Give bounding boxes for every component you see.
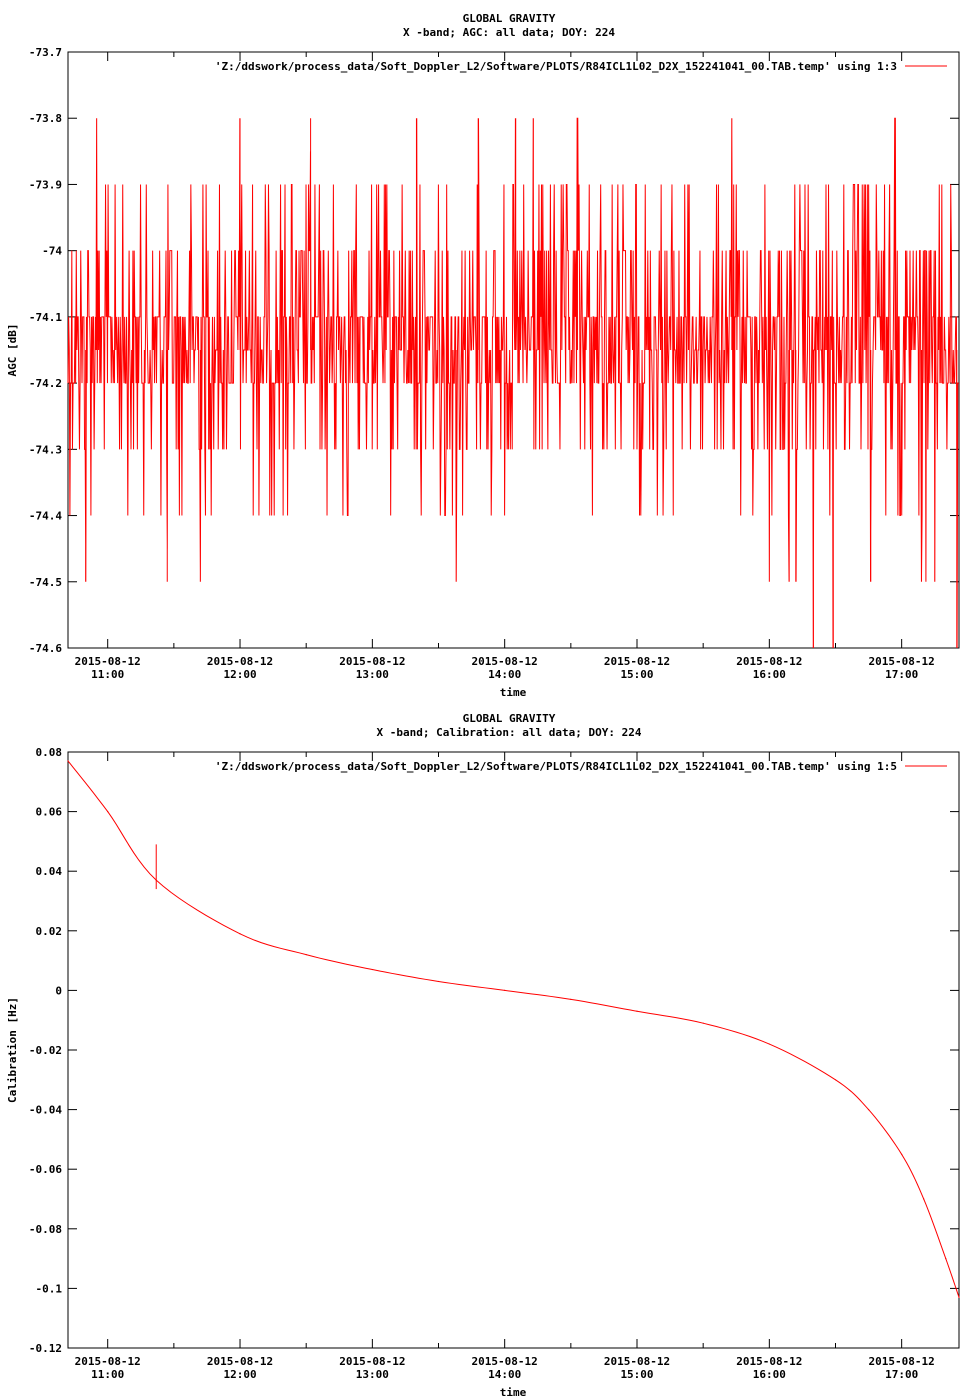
calibration-chart: GLOBAL GRAVITY X -band; Calibration: all…: [6, 712, 960, 1399]
calibration-x-tick-label: 2015-08-12: [207, 1355, 273, 1368]
calibration-chart-title: GLOBAL GRAVITY: [463, 712, 556, 725]
calibration-y-tick-label: 0.04: [36, 865, 63, 878]
calibration-series-path: [67, 760, 960, 1298]
calibration-x-tick-label: 14:00: [488, 1368, 521, 1381]
calibration-x-tick-label: 2015-08-12: [75, 1355, 141, 1368]
agc-x-ticks: 2015-08-1211:002015-08-1212:002015-08-12…: [75, 52, 935, 681]
calibration-point: [371, 968, 373, 971]
agc-y-ticks: -73.7 -73.8 -73.9 -74 -74.1 -74.2 -74.3 -74.4 -7…: [29, 46, 959, 655]
calibration-x-ticks: 2015-08-1211:002015-08-1212:002015-08-12…: [75, 752, 935, 1381]
calibration-point: [867, 1109, 870, 1111]
calibration-x-tick-label: 12:00: [223, 1368, 256, 1381]
calibration-point: [958, 1296, 960, 1298]
calibration-x-tick-label: 13:00: [356, 1368, 389, 1381]
calibration-point: [155, 879, 157, 881]
calibration-y-tick-label: -0.06: [29, 1163, 62, 1176]
calibration-series-line: [67, 760, 960, 1298]
calibration-x-tick-label: 15:00: [620, 1368, 653, 1381]
agc-x-tick-label: 2015-08-12: [604, 655, 670, 668]
agc-series-path: [67, 117, 959, 649]
calibration-point: [923, 1198, 925, 1200]
agc-x-tick-label: 11:00: [91, 668, 124, 681]
calibration-point: [945, 1258, 947, 1260]
agc-x-tick-label: 16:00: [753, 668, 786, 681]
agc-y-tick-label: -74: [42, 245, 62, 258]
calibration-y-axis-label: Calibration [Hz]: [6, 997, 19, 1103]
agc-y-axis-label: AGC [dB]: [6, 324, 19, 377]
calibration-point: [702, 1022, 704, 1024]
calibration-plot-frame: [67, 751, 960, 1349]
agc-x-tick-label: 2015-08-12: [472, 655, 538, 668]
calibration-point: [67, 760, 69, 762]
agc-y-tick-label: -74.1: [29, 311, 62, 324]
calibration-y-tick-label: -0.04: [29, 1104, 62, 1117]
agc-chart: GLOBAL GRAVITY X -band; AGC: all data; D…: [6, 12, 960, 699]
calibration-y-tick-label: 0: [55, 984, 62, 997]
calibration-x-tick-label: 2015-08-12: [604, 1355, 670, 1368]
calibration-point: [570, 998, 572, 1000]
agc-x-tick-label: 13:00: [356, 668, 389, 681]
calibration-point: [107, 811, 109, 813]
calibration-x-tick-label: 2015-08-12: [736, 1355, 802, 1368]
calibration-point: [504, 989, 506, 992]
agc-x-tick-label: 2015-08-12: [736, 655, 802, 668]
agc-legend-label: 'Z:/ddswork/process_data/Soft_Doppler_L2…: [215, 60, 897, 73]
calibration-y-ticks: 0.08 0.06 0.04 0.02 0 -0.02 -0.04 -0.06 -0.08 -0.…: [29, 746, 959, 1355]
agc-y-tick-label: -73.9: [29, 178, 62, 191]
agc-x-tick-label: 2015-08-12: [207, 655, 273, 668]
calibration-x-tick-label: 2015-08-12: [869, 1355, 935, 1368]
calibration-y-tick-label: 0.02: [36, 925, 63, 938]
calibration-x-tick-label: 11:00: [91, 1368, 124, 1381]
agc-x-tick-label: 17:00: [885, 668, 918, 681]
agc-y-tick-label: -73.7: [29, 46, 62, 59]
calibration-point: [834, 1079, 837, 1081]
calibration-legend: 'Z:/ddswork/process_data/Soft_Doppler_L2…: [215, 760, 947, 773]
calibration-x-tick-label: 2015-08-12: [472, 1355, 538, 1368]
calibration-point: [305, 954, 307, 956]
agc-y-tick-label: -74.2: [29, 377, 62, 390]
calibration-x-axis-label: time: [500, 1386, 527, 1399]
calibration-y-tick-label: -0.1: [36, 1282, 63, 1295]
calibration-x-tick-label: 16:00: [753, 1368, 786, 1381]
agc-x-tick-label: 14:00: [488, 668, 521, 681]
agc-x-tick-label: 2015-08-12: [869, 655, 935, 668]
calibration-point: [437, 980, 440, 983]
agc-y-tick-label: -74.4: [29, 510, 62, 523]
agc-x-tick-label: 15:00: [620, 668, 653, 681]
agc-y-tick-label: -74.3: [29, 443, 62, 456]
calibration-point: [768, 1043, 770, 1045]
calibration-x-tick-label: 2015-08-12: [339, 1355, 405, 1368]
calibration-y-tick-label: -0.12: [29, 1342, 62, 1355]
calibration-y-tick-label: -0.08: [29, 1223, 62, 1236]
agc-x-tick-label: 2015-08-12: [75, 655, 141, 668]
agc-y-tick-label: -74.6: [29, 642, 62, 655]
calibration-y-tick-label: -0.02: [29, 1044, 62, 1057]
agc-legend: 'Z:/ddswork/process_data/Soft_Doppler_L2…: [215, 60, 947, 73]
calibration-point: [239, 933, 241, 935]
calibration-legend-label: 'Z:/ddswork/process_data/Soft_Doppler_L2…: [215, 760, 897, 773]
agc-chart-title: GLOBAL GRAVITY: [463, 12, 556, 25]
agc-series-line: [67, 117, 959, 649]
calibration-chart-subtitle: X -band; Calibration: all data; DOY: 224: [377, 726, 642, 739]
calibration-y-tick-label: 0.08: [36, 746, 63, 759]
agc-x-tick-label: 2015-08-12: [339, 655, 405, 668]
calibration-x-tick-label: 17:00: [885, 1368, 918, 1381]
agc-x-tick-label: 12:00: [223, 668, 256, 681]
calibration-point: [636, 1010, 638, 1012]
agc-chart-subtitle: X -band; AGC: all data; DOY: 224: [403, 26, 615, 39]
agc-x-axis-label: time: [500, 686, 527, 699]
calibration-point: [901, 1153, 903, 1155]
agc-y-tick-label: -73.8: [29, 112, 62, 125]
agc-y-tick-label: -74.5: [29, 576, 62, 589]
calibration-y-tick-label: 0.06: [36, 806, 63, 819]
